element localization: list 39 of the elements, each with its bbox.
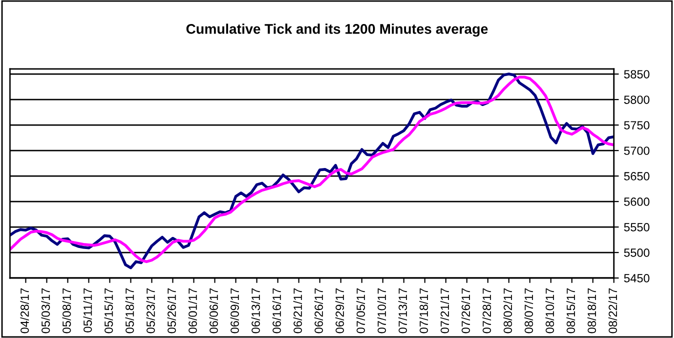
y-tick-label: 5850 — [624, 70, 650, 78]
x-tick-label: 05/03/17 — [41, 288, 50, 334]
x-tick-label: 08/10/17 — [545, 288, 554, 334]
x-tick-label: 05/08/17 — [62, 288, 71, 334]
y-tick-label: 5550 — [624, 223, 650, 232]
x-tick-label: 07/28/17 — [482, 288, 492, 334]
x-tick-label: 06/06/17 — [209, 288, 218, 334]
y-tick-label: 5650 — [624, 172, 650, 180]
x-tick-label: 08/22/17 — [608, 288, 618, 334]
x-tick-label: 07/26/17 — [461, 288, 470, 334]
y-tick-label: 5450 — [624, 274, 650, 282]
x-tick-label: 05/23/17 — [146, 288, 155, 334]
x-tick-label: 08/15/17 — [566, 288, 576, 334]
x-tick-label: 07/21/17 — [440, 288, 450, 334]
x-tick-label: 06/29/17 — [335, 288, 344, 334]
x-tick-label: 06/09/17 — [230, 288, 239, 334]
x-tick-label: 06/16/17 — [272, 288, 281, 334]
y-tick-label: 5800 — [624, 96, 650, 104]
x-tick-label: 08/02/17 — [503, 288, 512, 334]
x-tick-label: 06/21/17 — [293, 288, 302, 334]
y-tick-label: 5500 — [624, 248, 650, 257]
x-tick-label: 05/18/17 — [125, 288, 134, 334]
x-tick-label: 06/26/17 — [314, 288, 323, 334]
x-tick-label: 07/13/17 — [398, 288, 407, 334]
x-tick-label: 08/07/17 — [524, 288, 534, 334]
x-tick-label: 05/26/17 — [167, 288, 176, 334]
y-tick-label: 5700 — [624, 146, 650, 155]
x-tick-label: 08/18/17 — [587, 288, 596, 334]
x-tick-label: 07/18/17 — [419, 288, 428, 334]
x-tick-label: 04/28/17 — [20, 288, 29, 334]
x-tick-label: 05/11/17 — [83, 288, 92, 332]
chart-title: Cumulative Tick and its 1200 Minutes average — [186, 24, 488, 37]
x-tick-label: 07/10/17 — [377, 288, 386, 334]
x-tick-label: 07/05/17 — [356, 288, 365, 334]
x-tick-label: 05/15/17 — [104, 288, 113, 334]
y-tick-label: 5750 — [624, 121, 650, 130]
y-tick-label: 5600 — [624, 198, 650, 206]
x-tick-label: 06/13/17 — [251, 288, 260, 334]
x-tick-label: 06/01/17 — [188, 288, 197, 334]
